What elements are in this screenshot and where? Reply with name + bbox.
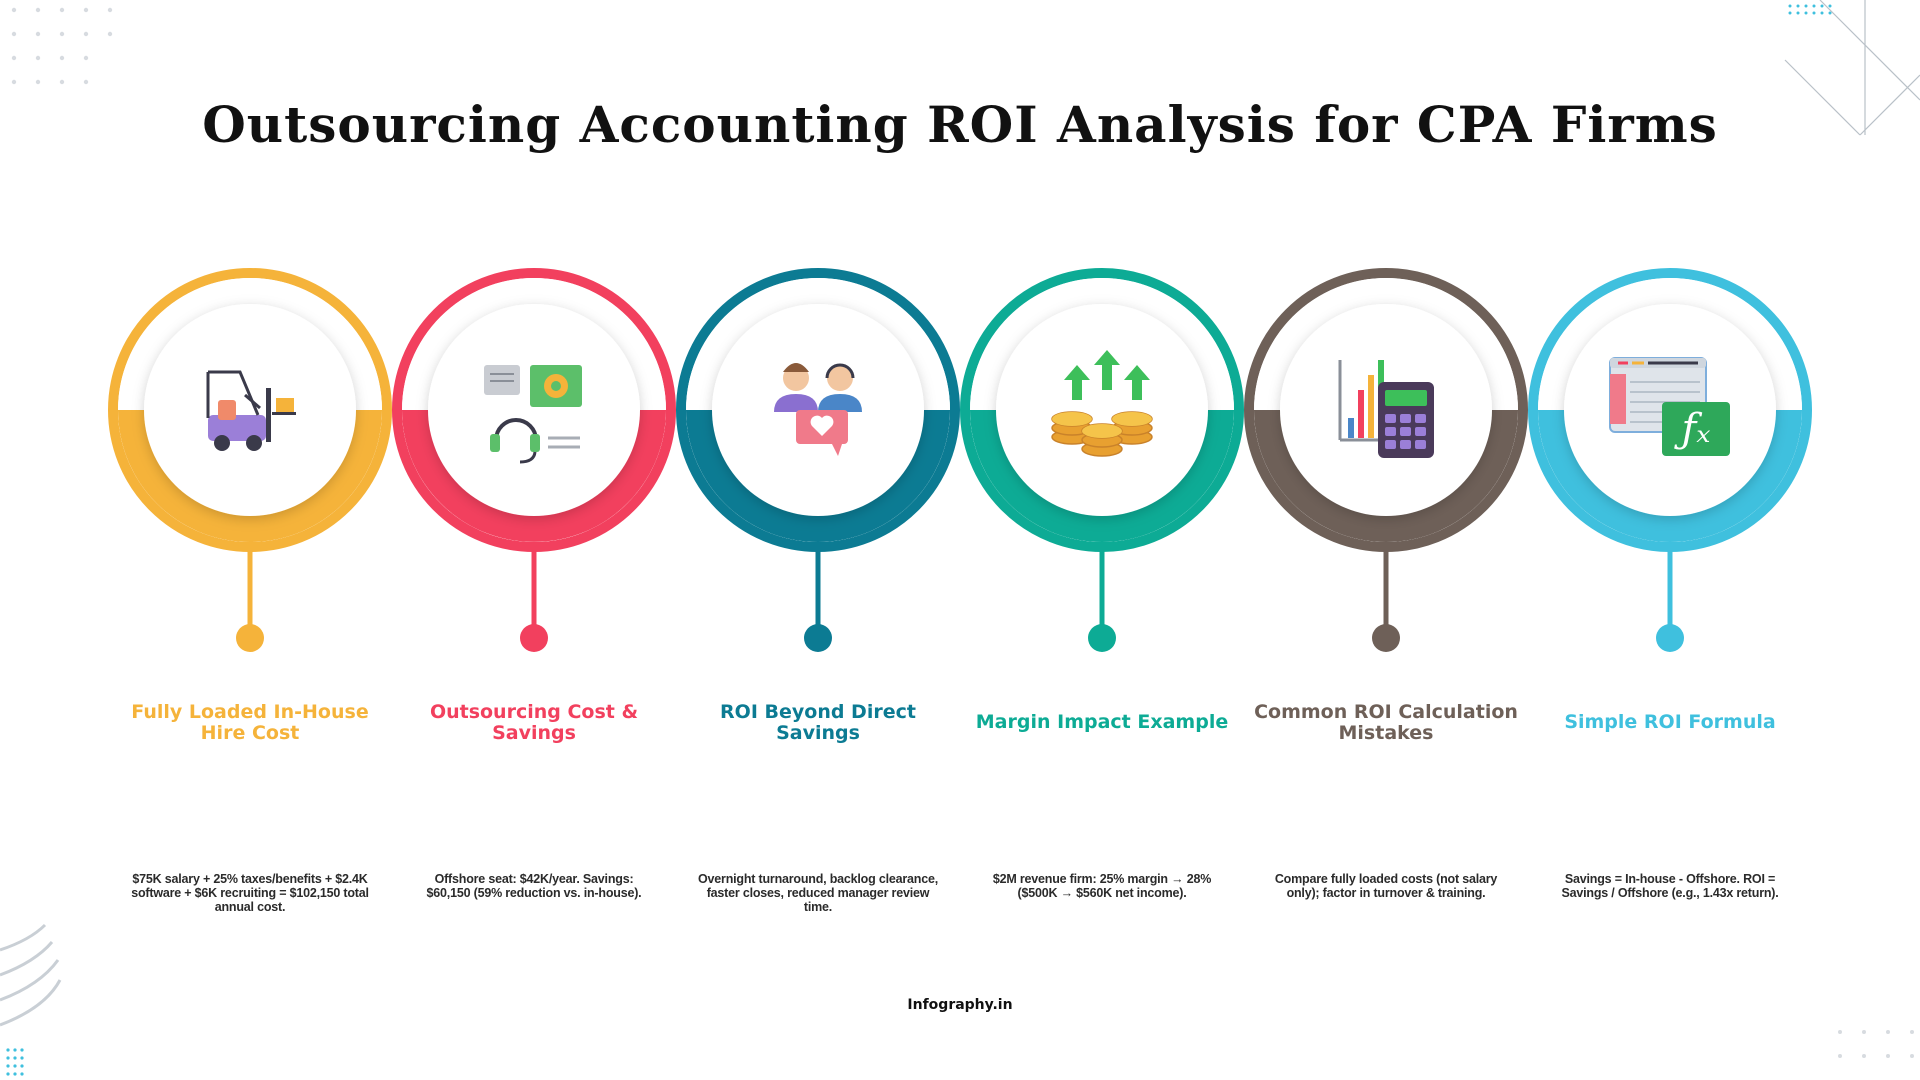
step-title: Simple ROI Formula xyxy=(1564,711,1776,733)
step-3 xyxy=(676,268,960,652)
coins-growth-icon xyxy=(1051,350,1153,457)
forklift-icon xyxy=(206,370,296,451)
step-outer-ring xyxy=(1244,268,1528,552)
step-description: Savings = In-house - Offshore. ROI = Sav… xyxy=(1561,872,1779,900)
customer-support-icon xyxy=(484,365,582,464)
step-end-dot xyxy=(1656,624,1684,652)
page-title: Outsourcing Accounting ROI Analysis for … xyxy=(202,95,1718,154)
step-inner-circle xyxy=(996,304,1208,516)
step-description: Compare fully loaded costs (not salary o… xyxy=(1274,872,1498,900)
step-outer-ring xyxy=(1528,268,1812,552)
chart-calculator-icon xyxy=(1338,360,1434,458)
step-end-dot xyxy=(520,624,548,652)
step-title: Outsourcing Cost & Savings xyxy=(429,701,639,744)
step-end-dot xyxy=(804,624,832,652)
step-title: Margin Impact Example xyxy=(975,711,1229,733)
team-heart-icon xyxy=(774,363,862,456)
step-description: $75K salary + 25% taxes/benefits + $2.4K… xyxy=(131,872,369,914)
step-inner-circle xyxy=(144,304,356,516)
step-outer-ring xyxy=(960,268,1244,552)
step-6: ƒₓ xyxy=(1528,268,1812,652)
step-end-dot xyxy=(236,624,264,652)
step-title: Common ROI Calculation Mistakes xyxy=(1254,701,1518,744)
step-inner-circle xyxy=(428,304,640,516)
step-outer-ring xyxy=(392,268,676,552)
decor-lines-top-right xyxy=(1784,0,1920,136)
step-outer-ring xyxy=(676,268,960,552)
footer-brand: Infography.in xyxy=(907,997,1013,1013)
step-description: $2M revenue firm: 25% margin → 28% ($500… xyxy=(992,872,1212,900)
decor-dots-top-left xyxy=(11,7,113,85)
decor-curves-bottom-left xyxy=(0,923,62,1076)
step-4 xyxy=(960,268,1244,652)
decor-dots-bottom-right xyxy=(1838,1030,1914,1058)
step-outer-ring xyxy=(108,268,392,552)
step-description: Offshore seat: $42K/year. Savings: $60,1… xyxy=(426,872,642,900)
step-2 xyxy=(392,268,676,652)
step-description: Overnight turnaround, backlog clearance,… xyxy=(698,872,938,914)
step-5 xyxy=(1244,268,1528,652)
step-1 xyxy=(108,268,392,652)
step-title: Fully Loaded In-House Hire Cost xyxy=(131,701,369,744)
step-title: ROI Beyond Direct Savings xyxy=(720,701,916,744)
step-end-dot xyxy=(1088,624,1116,652)
spreadsheet-formula-icon: ƒₓ xyxy=(1609,357,1730,456)
step-end-dot xyxy=(1372,624,1400,652)
